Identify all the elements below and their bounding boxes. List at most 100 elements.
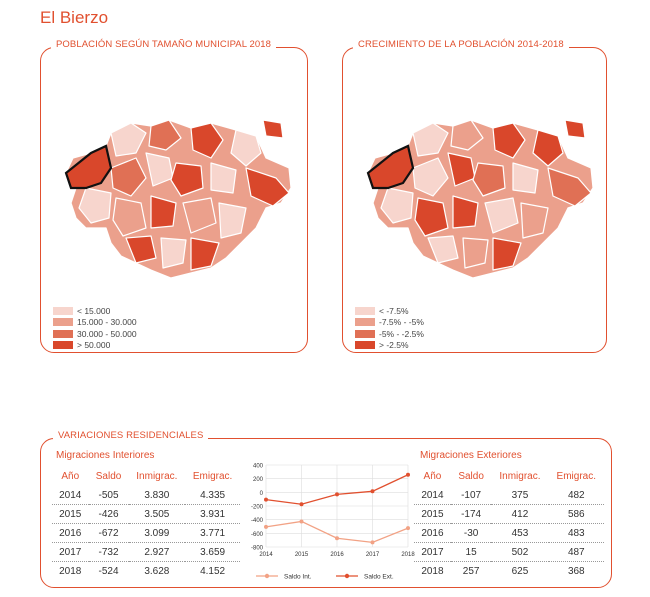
page-title: El Bierzo — [40, 8, 109, 27]
data-point — [299, 519, 304, 524]
table-row: 2014 -505 3.830 4.335 — [52, 486, 240, 505]
column-header: Saldo — [95, 470, 122, 482]
table-cell: 482 — [548, 486, 604, 505]
legend-item: 15.000 - 30.000 — [53, 317, 137, 329]
column-header: Año — [61, 470, 80, 482]
y-tick-label: -200 — [251, 505, 264, 511]
column-header: Inmigrac. — [136, 470, 178, 482]
map-region — [492, 122, 526, 159]
table-cell: 412 — [491, 504, 549, 524]
map-region — [512, 162, 539, 194]
table-cell: 257 — [462, 565, 480, 577]
map-region — [484, 197, 519, 234]
table-cell: 487 — [548, 542, 604, 562]
table-cell: -174 — [450, 504, 492, 524]
interiores-title: Migraciones Interiores — [56, 450, 155, 461]
table-cell: -426 — [88, 504, 129, 524]
table-cell: 453 — [491, 523, 549, 543]
map-region — [262, 119, 284, 139]
table-cell: -524 — [98, 565, 119, 577]
legend-swatch — [53, 306, 73, 315]
table-cell: 586 — [548, 504, 604, 524]
map-panel-population: POBLACIÓN SEGÚN TAMAÑO MUNICIPAL 2018 — [40, 39, 308, 353]
legend-item: < -7.5% — [355, 305, 424, 317]
table-cell: 3.659 — [185, 542, 240, 562]
legend-swatch — [53, 329, 73, 338]
table-row: 2017 15 502 487 — [414, 542, 604, 562]
table-cell: 2015 — [414, 504, 451, 524]
table-cell: 3.505 — [128, 504, 186, 524]
map-region — [148, 119, 182, 151]
highlighted-region — [366, 144, 415, 190]
map-region — [380, 187, 414, 224]
table-cell: 3.771 — [185, 523, 240, 543]
table-cell: 15 — [450, 542, 492, 562]
table-row: 2014 -107 375 482 — [414, 486, 604, 505]
map-region — [160, 237, 187, 269]
map-region — [190, 237, 220, 271]
map-region — [564, 119, 586, 139]
map-region — [112, 197, 147, 237]
map-region — [218, 202, 247, 239]
legend-label: 15.000 - 30.000 — [77, 317, 137, 328]
map-region — [230, 129, 262, 167]
table-cell: 625 — [511, 565, 529, 577]
table-row: 2015 -426 3.505 3.931 — [52, 504, 240, 524]
data-point — [335, 492, 339, 497]
map-panel-growth: CRECIMIENTO DE LA POBLACIÓN 2014-2018 — [342, 39, 607, 353]
data-point — [370, 489, 375, 494]
map-region — [547, 167, 592, 207]
legend-item: -7.5% - -5% — [355, 317, 424, 329]
map-region — [427, 235, 459, 264]
legend-label: 30.000 - 50.000 — [77, 328, 137, 339]
legend-label: > 50.000 — [77, 340, 111, 351]
x-tick-label: 2015 — [295, 552, 309, 558]
map-region — [450, 119, 484, 151]
table-row: 2015 -174 412 586 — [414, 504, 604, 524]
map-region — [125, 235, 157, 264]
table-header-row: Año Saldo Inmigrac. Emigrac. — [52, 466, 240, 486]
data-point — [370, 540, 375, 545]
region-map — [64, 119, 292, 279]
map-region — [210, 162, 237, 194]
table-cell: -732 — [88, 542, 129, 562]
table-cell: 4.335 — [185, 486, 240, 505]
x-tick-label: 2014 — [259, 552, 273, 558]
exteriores-table-body: 2014 -107 375 482 2015 -174 412 586 2016 -30 453 48… — [414, 486, 604, 580]
legend-swatch — [355, 341, 375, 350]
legend-swatch — [355, 306, 375, 315]
map-region — [414, 197, 449, 237]
legend-item: 30.000 - 50.000 — [53, 328, 137, 340]
legend-swatch — [355, 318, 375, 327]
table-cell: 368 — [567, 565, 585, 577]
data-point — [406, 526, 410, 531]
table-row: 2016 -672 3.099 3.771 — [52, 523, 240, 543]
variaciones-panel: VARIACIONES RESIDENCIALES — [40, 430, 612, 588]
y-tick-label: -800 — [251, 546, 264, 552]
map-region — [520, 202, 549, 239]
column-header: Saldo — [458, 470, 484, 482]
legend-swatch — [355, 329, 375, 338]
x-tick-label: 2017 — [366, 552, 380, 558]
highlighted-region — [64, 144, 113, 190]
data-point — [264, 497, 268, 502]
table-cell: 3.099 — [128, 523, 186, 543]
y-tick-label: 0 — [260, 491, 264, 497]
table-cell: -505 — [88, 486, 129, 505]
interiores-table: Año Saldo Inmigrac. Emigrac. 2014 -505 3.8… — [52, 466, 240, 580]
map-region — [492, 237, 522, 271]
map-region — [190, 122, 224, 159]
legend-label: < 15.000 — [77, 305, 111, 316]
map-legend: < -7.5% -7.5% - -5% -5% - -2.5% > -2.5% — [355, 305, 424, 351]
legend-label: Saldo Ext. — [364, 574, 394, 581]
exteriores-title: Migraciones Exteriores — [420, 450, 522, 461]
legend-item: < 15.000 — [53, 305, 137, 317]
interiores-table-body: 2014 -505 3.830 4.335 2015 -426 3.505 3.931 2016… — [52, 486, 240, 580]
x-tick-label: 2018 — [401, 552, 415, 558]
legend-item: > 50.000 — [53, 340, 137, 352]
table-cell: 2018 — [59, 565, 82, 577]
y-tick-label: -600 — [251, 532, 264, 538]
table-cell: 3.931 — [185, 504, 240, 524]
table-cell: 3.830 — [128, 486, 186, 505]
